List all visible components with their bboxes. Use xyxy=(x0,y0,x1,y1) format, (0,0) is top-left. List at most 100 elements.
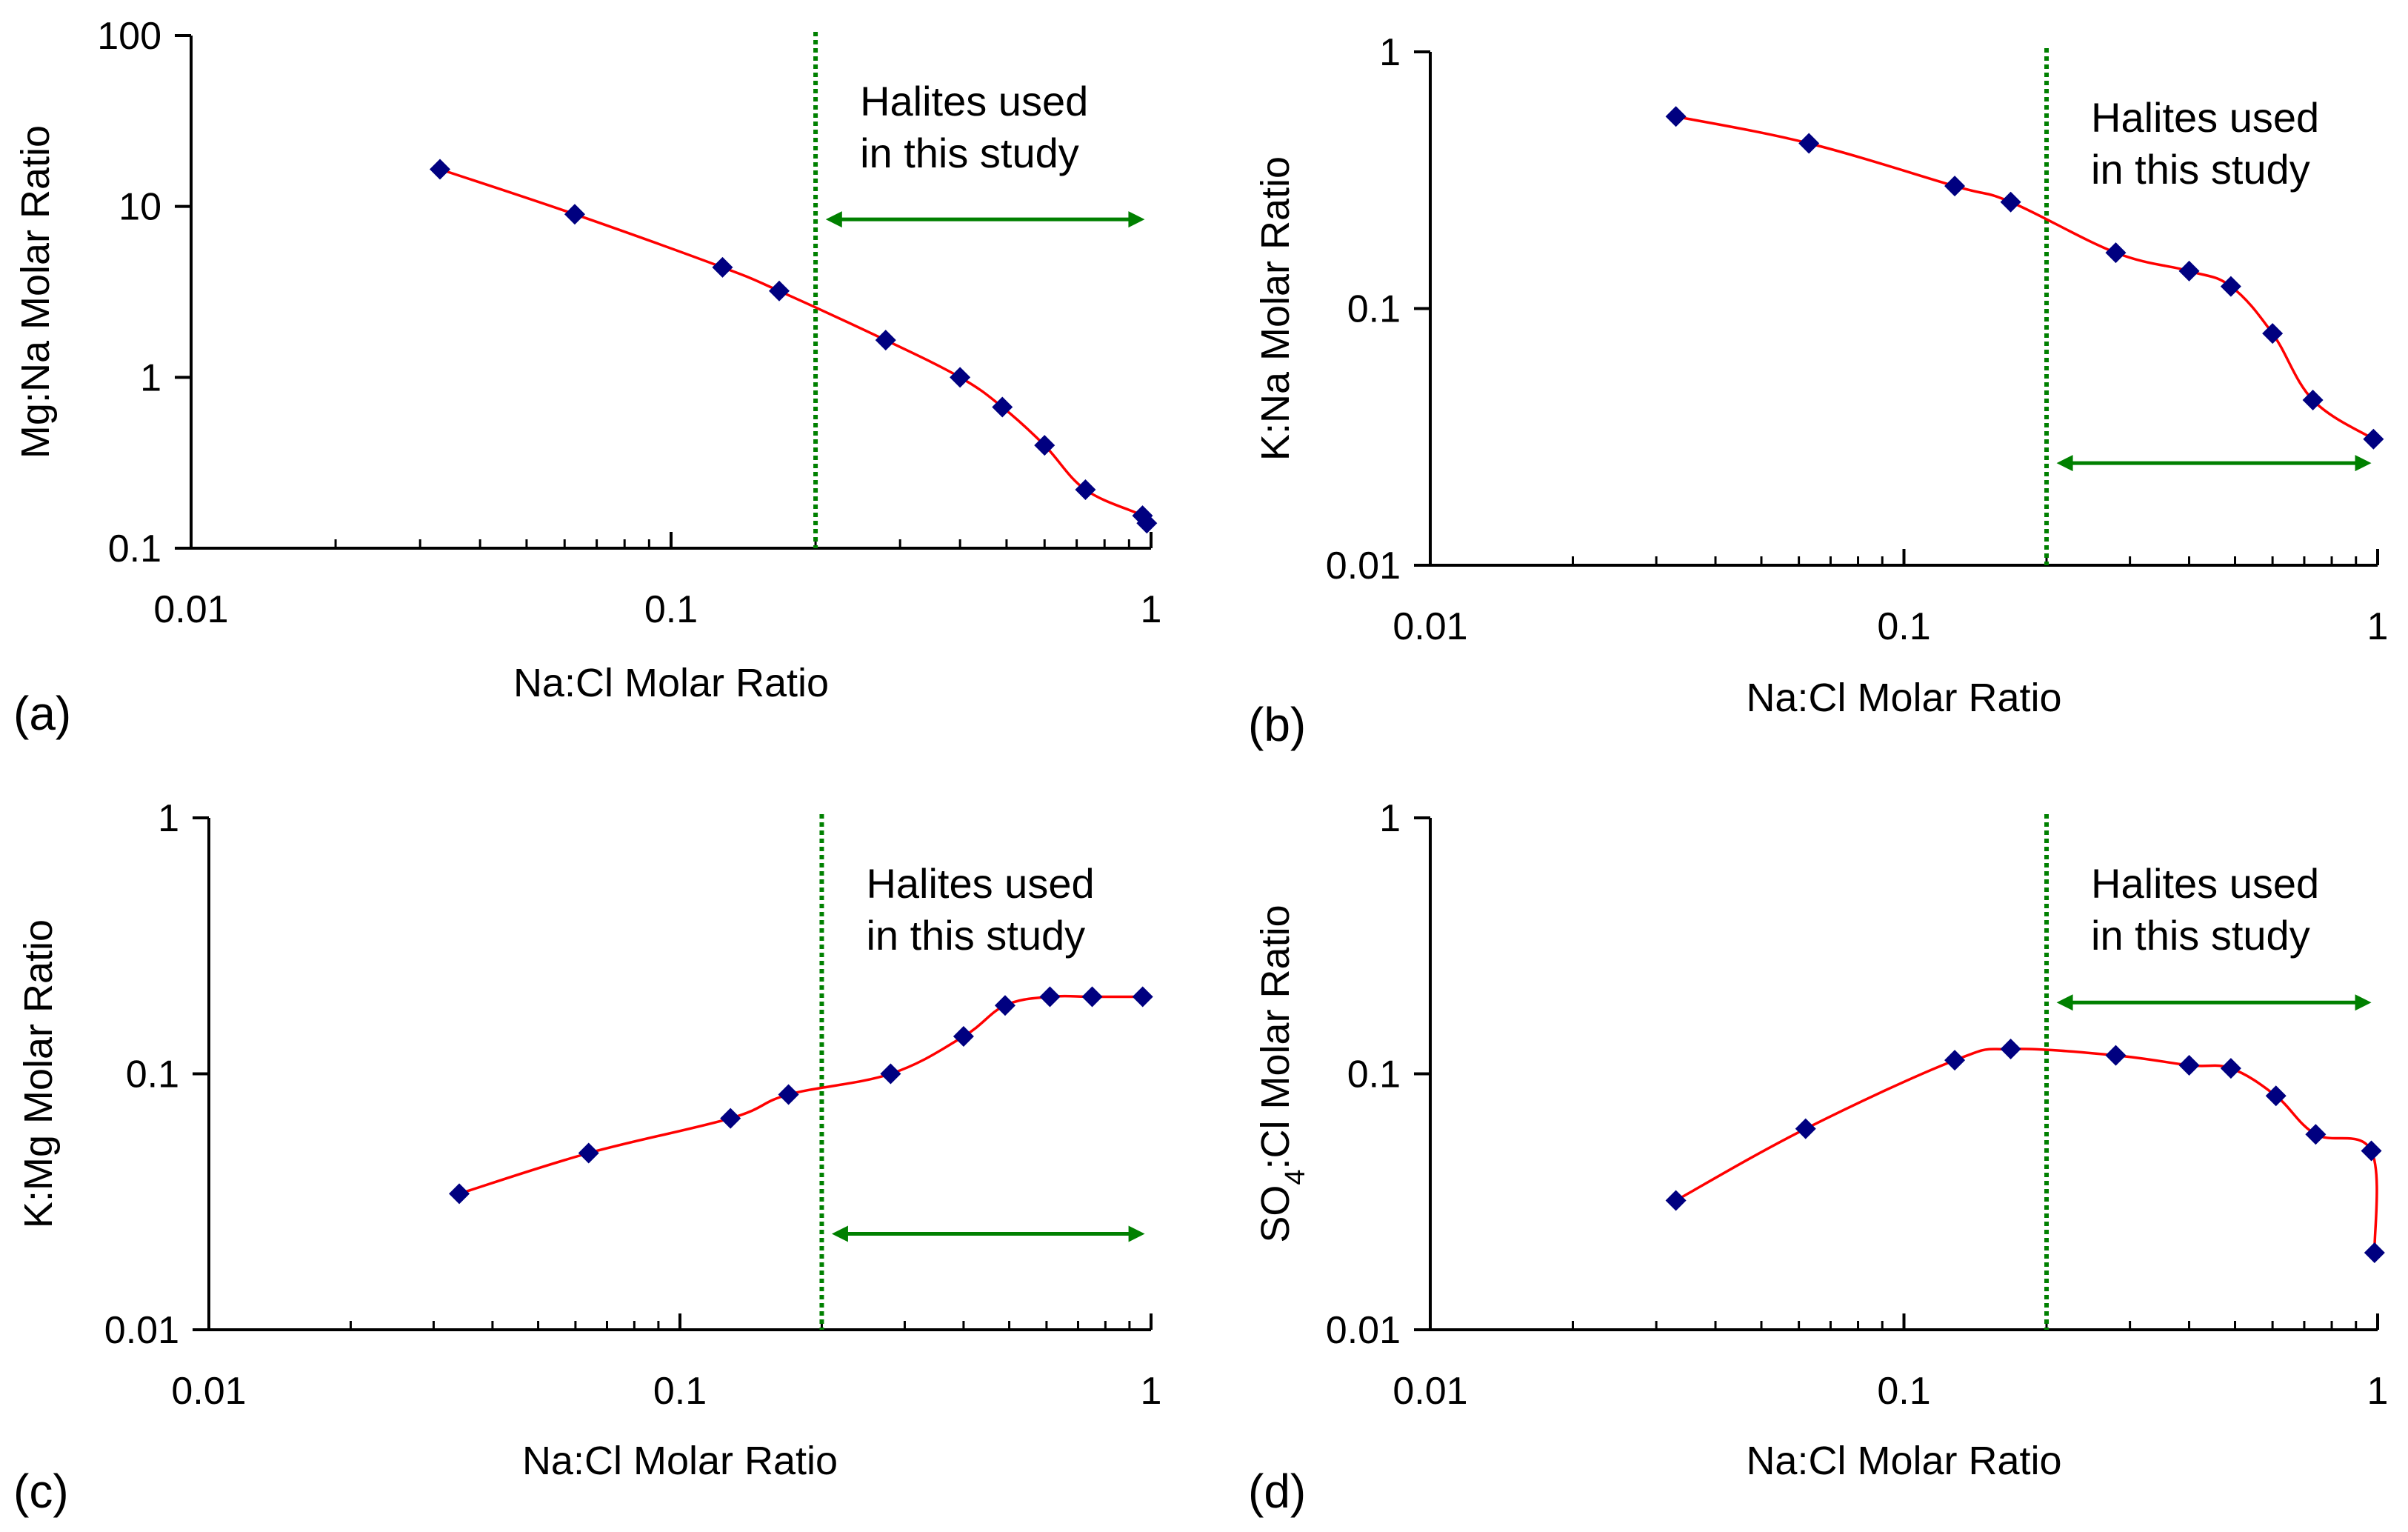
data-point xyxy=(429,159,450,180)
data-point xyxy=(1665,106,1687,127)
data-point xyxy=(2000,1039,2021,1060)
range-arrow-head-right xyxy=(1128,1225,1145,1242)
annotation-line-1: Halites used xyxy=(2091,94,2319,141)
y-tick-label: 0.01 xyxy=(1326,1309,1401,1352)
y-tick-label: 0.1 xyxy=(126,1053,179,1096)
data-point xyxy=(2364,1242,2385,1263)
annotation-line-2: in this study xyxy=(860,130,1079,176)
x-tick-label: 0.1 xyxy=(644,588,698,631)
data-point xyxy=(2305,1124,2327,1145)
data-point xyxy=(2000,191,2021,213)
data-point xyxy=(712,256,733,278)
y-axis-title: K:Mg Molar Ratio xyxy=(16,919,61,1228)
data-point xyxy=(2265,1085,2287,1107)
y-tick-label: 100 xyxy=(97,15,161,58)
data-point xyxy=(1795,1118,1816,1139)
annotation-line-2: in this study xyxy=(866,912,1085,959)
data-point xyxy=(880,1063,901,1085)
y-tick-label: 0.1 xyxy=(108,527,161,570)
data-point xyxy=(1798,133,1820,154)
panel-label: (c) xyxy=(13,1465,69,1518)
data-point xyxy=(1944,1050,1966,1071)
data-point xyxy=(1132,986,1153,1008)
x-axis-title: Na:Cl Molar Ratio xyxy=(1746,1439,2061,1483)
data-point xyxy=(875,330,896,351)
data-point xyxy=(578,1142,599,1164)
series-line xyxy=(458,994,1143,1196)
x-tick-label: 1 xyxy=(2367,605,2389,648)
data-point xyxy=(778,1084,799,1105)
data-point xyxy=(769,280,790,302)
data-point xyxy=(2302,390,2324,411)
y-tick-label: 1 xyxy=(1379,797,1401,840)
range-arrow-head-left xyxy=(831,1225,848,1242)
range-arrow-head-left xyxy=(825,211,842,228)
y-axis-title: K:Na Molar Ratio xyxy=(1253,156,1298,461)
x-tick-label: 0.01 xyxy=(1393,605,1467,648)
data-point xyxy=(1034,435,1055,456)
chart-panel-c: 0.01 0.1 1 0.01 0.1 1 Na:Cl Molar Ratio K:Mg Mo… xyxy=(13,797,1161,1518)
x-axis-title: Na:Cl Molar Ratio xyxy=(522,1439,838,1483)
x-axis-title: Na:Cl Molar Ratio xyxy=(1746,676,2061,720)
panel-label: (d) xyxy=(1248,1465,1306,1518)
y-tick-label: 0.1 xyxy=(1347,288,1401,331)
data-point xyxy=(1075,479,1096,501)
x-axis-title: Na:Cl Molar Ratio xyxy=(513,661,829,705)
data-point xyxy=(1665,1190,1687,1211)
x-tick-label: 1 xyxy=(1141,588,1162,631)
panel-label: (b) xyxy=(1248,698,1306,751)
chart-panel-a: 0.01 0.1 1 0.1 1 10 100 Na:Cl Molar Ratio Mg:Na … xyxy=(13,15,1161,740)
data-point xyxy=(2220,276,2241,297)
data-point xyxy=(2220,1058,2241,1079)
y-tick-label: 0.1 xyxy=(1347,1053,1401,1096)
y-tick-label: 1 xyxy=(1379,31,1401,74)
data-point xyxy=(2178,260,2200,282)
x-tick-label: 0.1 xyxy=(1877,605,1930,648)
data-point xyxy=(2105,1045,2127,1066)
chart-panel-d: 0.01 0.1 1 0.01 0.1 1 Na:Cl Molar Ratio SO4:Cl … xyxy=(1248,797,2388,1518)
data-point xyxy=(2105,242,2127,264)
x-tick-label: 0.01 xyxy=(153,588,228,631)
annotation-line-2: in this study xyxy=(2091,146,2310,193)
series-line xyxy=(439,167,1150,524)
data-point xyxy=(950,367,971,388)
chart-panel-b: 0.01 0.1 1 0.01 0.1 1 Na:Cl Molar Ratio K:Na Mo… xyxy=(1248,31,2388,751)
data-point xyxy=(2178,1054,2200,1076)
data-point xyxy=(1136,513,1158,534)
range-arrow-head-right xyxy=(1128,211,1145,228)
annotation-line-1: Halites used xyxy=(860,78,1088,124)
x-tick-label: 0.01 xyxy=(171,1370,246,1413)
data-point xyxy=(1081,986,1103,1008)
data-point xyxy=(992,396,1013,418)
x-tick-label: 0.1 xyxy=(1877,1370,1930,1413)
data-point xyxy=(1039,986,1061,1008)
annotation-line-2: in this study xyxy=(2091,912,2310,959)
data-point xyxy=(449,1183,470,1205)
series-line xyxy=(1675,1048,2378,1253)
data-point xyxy=(720,1108,741,1129)
y-tick-label: 0.01 xyxy=(1326,544,1401,587)
annotation-line-1: Halites used xyxy=(2091,860,2319,907)
x-tick-label: 0.1 xyxy=(653,1370,707,1413)
data-point xyxy=(953,1026,974,1048)
y-tick-label: 1 xyxy=(140,356,161,399)
data-point xyxy=(1944,176,1966,197)
data-point xyxy=(2363,428,2384,450)
data-point xyxy=(2361,1140,2382,1162)
panel-label: (a) xyxy=(13,687,71,740)
x-tick-label: 1 xyxy=(2367,1370,2389,1413)
y-axis-title: Mg:Na Molar Ratio xyxy=(13,125,58,459)
range-arrow-head-left xyxy=(2056,994,2073,1011)
y-tick-label: 10 xyxy=(119,186,161,229)
x-tick-label: 0.01 xyxy=(1393,1370,1467,1413)
data-point xyxy=(994,995,1015,1016)
range-arrow-head-right xyxy=(2355,455,2372,472)
y-tick-label: 1 xyxy=(158,797,179,840)
x-tick-label: 1 xyxy=(1141,1370,1162,1413)
range-arrow-head-left xyxy=(2056,455,2073,472)
range-arrow-head-right xyxy=(2355,994,2372,1011)
y-tick-label: 0.01 xyxy=(104,1309,179,1352)
data-point xyxy=(2262,323,2284,344)
annotation-line-1: Halites used xyxy=(866,860,1094,907)
